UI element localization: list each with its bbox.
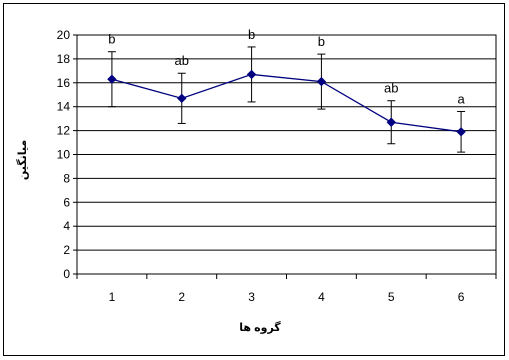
data-label: ab [175,53,189,68]
x-tick-label: 4 [318,290,325,304]
data-point [246,69,257,80]
gridlines [77,34,496,275]
data-label: b [318,34,325,49]
x-axis-title: گروه ها [239,321,281,334]
data-label: a [457,91,465,106]
data-point [177,93,187,104]
data-points [107,69,466,137]
y-tick-label: 10 [57,148,71,162]
y-tick-label: 0 [63,267,70,281]
y-tick-label: 4 [63,219,70,233]
y-tick-label: 14 [57,100,71,114]
data-point [107,74,117,84]
y-tick-label: 20 [57,28,71,42]
series-line [111,73,462,133]
x-tick-label: 6 [458,290,465,304]
data-label: ab [384,81,398,96]
y-tick-label: 16 [57,76,71,90]
data-point [316,76,327,87]
data-label: b [108,32,115,47]
data-point [456,127,466,137]
y-axis-title: میانگین [16,140,29,180]
error-bars [107,46,466,153]
y-axis-ticks: 0 2 4 6 8 10 12 14 16 18 20 [57,28,77,281]
x-axis-ticks: 1 2 3 4 5 6 [76,274,497,304]
x-tick-label: 5 [388,290,395,304]
x-tick-label: 2 [178,290,185,304]
significance-labels: b ab b b ab a [108,27,465,107]
y-tick-label: 8 [63,171,70,185]
y-tick-label: 12 [57,124,71,138]
y-tick-label: 2 [63,243,70,257]
data-point [386,117,396,127]
x-tick-label: 3 [248,290,255,304]
y-tick-label: 6 [63,195,70,209]
data-label: b [248,27,255,42]
y-tick-label: 18 [57,52,71,66]
x-tick-label: 1 [109,290,116,304]
